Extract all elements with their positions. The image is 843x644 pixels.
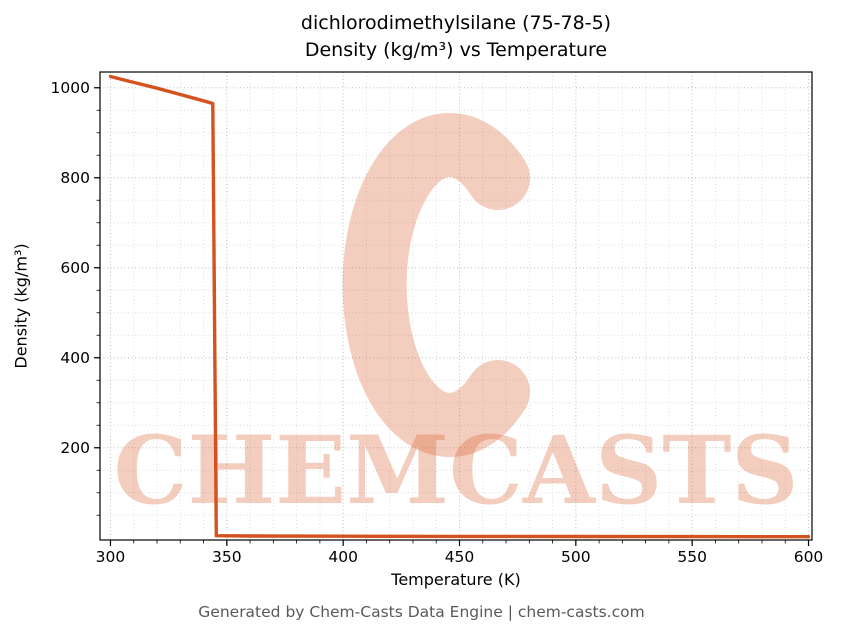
x-axis-label: Temperature (K)	[391, 570, 521, 589]
x-tick-label: 600	[794, 548, 824, 566]
footer-text: Generated by Chem-Casts Data Engine | ch…	[198, 603, 645, 621]
y-axis-label: Density (kg/m³)	[11, 243, 31, 369]
y-tick-label: 600	[60, 259, 90, 277]
y-tick-label: 200	[60, 439, 90, 457]
chart-title: dichlorodimethylsilane (75-78-5) Density…	[100, 10, 812, 64]
y-tick-label: 800	[60, 169, 90, 187]
x-tick-label: 550	[677, 548, 707, 566]
chart-title-line2: Density (kg/m³) vs Temperature	[304, 39, 608, 61]
y-tick-label: 1000	[51, 79, 90, 97]
watermark-c-logo	[342, 113, 530, 457]
density-line	[108, 74, 811, 539]
x-tick-label: 450	[445, 548, 475, 566]
watermark-text: CHEMCASTS	[114, 416, 799, 526]
plot-border	[99, 71, 813, 541]
chart-title-line1: dichlorodimethylsilane (75-78-5)	[300, 12, 612, 34]
x-tick-label: 300	[96, 548, 126, 566]
y-tick-label: 400	[60, 349, 90, 367]
x-tick-label: 350	[212, 548, 242, 566]
x-tick-label: 400	[328, 548, 358, 566]
x-tick-label: 500	[561, 548, 591, 566]
